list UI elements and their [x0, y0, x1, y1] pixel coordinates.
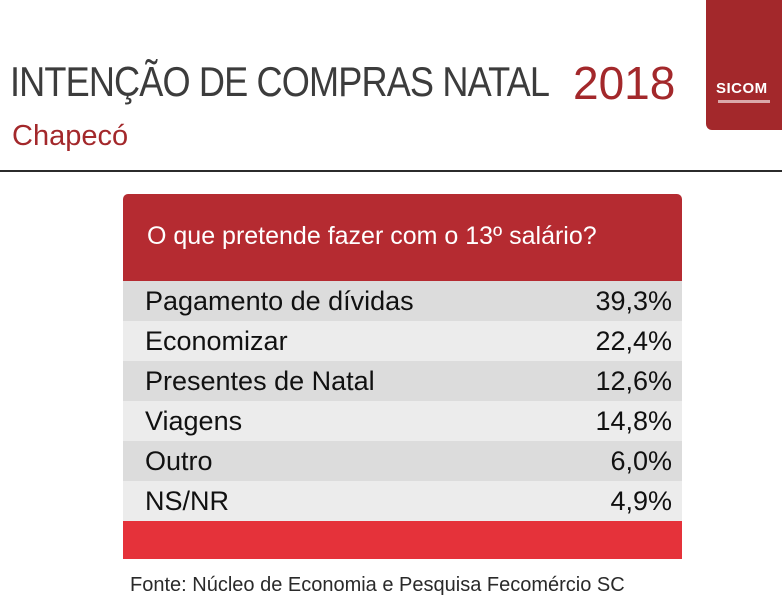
page-subtitle: Chapecó: [12, 120, 129, 152]
table-row: Viagens 14,8%: [123, 401, 682, 441]
table-body: Pagamento de dívidas 39,3% Economizar 22,4%…: [123, 281, 682, 521]
table-header: O que pretende fazer com o 13º salário?: [123, 194, 682, 281]
logo-text: SICOM: [716, 80, 768, 97]
sicom-logo: SICOM: [706, 0, 782, 130]
row-value: 22,4%: [595, 326, 672, 356]
row-value: 39,3%: [595, 286, 672, 316]
row-value: 4,9%: [610, 486, 672, 516]
table-row: NS/NR 4,9%: [123, 481, 682, 521]
table-question: O que pretende fazer com o 13º salário?: [147, 222, 597, 250]
row-value: 14,8%: [595, 406, 672, 436]
source-note: Fonte: Núcleo de Economia e Pesquisa Fec…: [130, 574, 625, 596]
table-row: Pagamento de dívidas 39,3%: [123, 281, 682, 321]
row-label: Economizar: [145, 326, 288, 356]
survey-table: O que pretende fazer com o 13º salário? …: [123, 194, 682, 559]
row-label: Viagens: [145, 406, 243, 436]
logo-underline: [718, 100, 770, 103]
page-year: 2018: [573, 57, 676, 109]
row-label: Presentes de Natal: [145, 366, 375, 396]
page-title: INTENÇÃO DE COMPRAS NATAL: [10, 58, 550, 105]
row-label: Pagamento de dívidas: [145, 286, 414, 316]
table-row: Presentes de Natal 12,6%: [123, 361, 682, 401]
row-value: 6,0%: [610, 446, 672, 476]
table-row: Outro 6,0%: [123, 441, 682, 481]
table-row: Economizar 22,4%: [123, 321, 682, 361]
table-footer-bar: [123, 521, 682, 559]
header-divider: [0, 170, 782, 172]
row-value: 12,6%: [595, 366, 672, 396]
row-label: NS/NR: [145, 486, 230, 516]
row-label: Outro: [145, 446, 213, 476]
